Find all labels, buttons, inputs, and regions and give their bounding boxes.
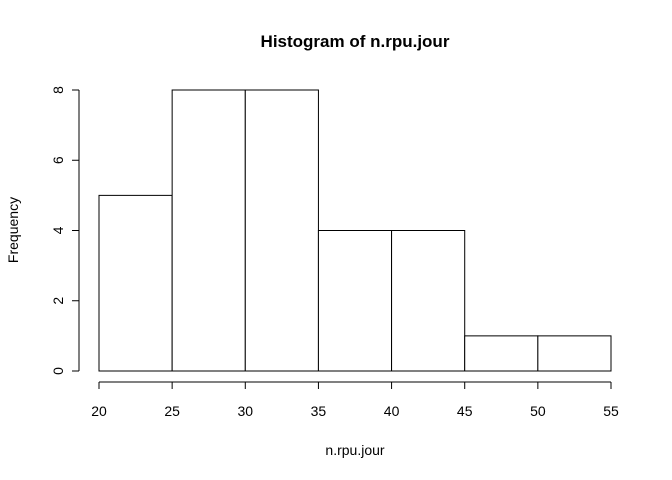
y-tick-label: 8 [50,86,66,94]
y-axis-label: Frequency [5,197,21,263]
y-tick-label: 2 [50,297,66,305]
x-tick-label: 20 [91,403,107,419]
chart-title: Histogram of n.rpu.jour [261,32,450,51]
x-axis: 20 25 30 35 40 45 50 55 [91,381,619,419]
histogram-bar [317,230,393,372]
x-tick-label: 30 [237,403,253,419]
histogram-bar [464,335,539,372]
x-tick-label: 45 [457,403,473,419]
x-tick-label: 35 [311,403,327,419]
x-tick-label: 55 [603,403,619,419]
histogram-bar [171,89,246,372]
histogram-bar [244,89,319,372]
histogram-bar [537,335,612,372]
y-tick-label: 4 [50,226,66,234]
histogram-bar [98,194,173,372]
y-tick-label: 6 [50,156,66,164]
x-tick-label: 25 [164,403,180,419]
x-axis-label: n.rpu.jour [325,442,384,458]
bars-group [98,89,612,372]
histogram-bar [391,230,466,372]
x-tick-label: 40 [384,403,400,419]
y-tick-label: 0 [50,367,66,375]
x-tick-label: 50 [530,403,546,419]
y-axis: 0 2 4 6 8 [50,86,80,375]
